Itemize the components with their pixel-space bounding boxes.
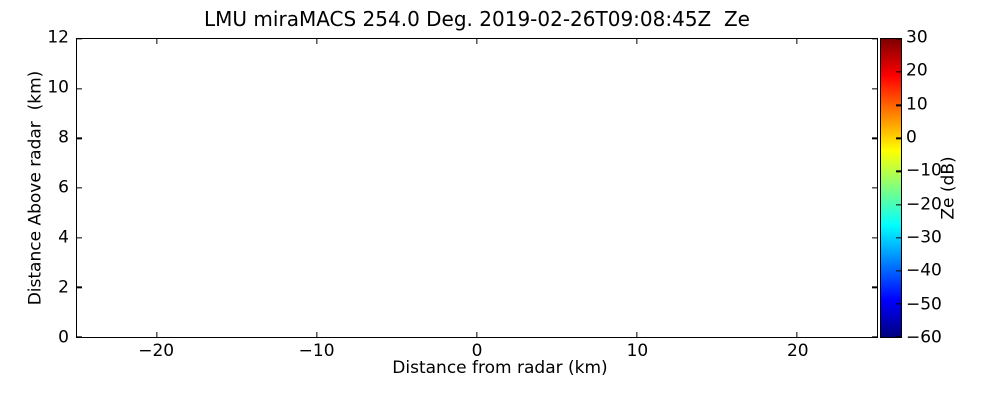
x-tick-mark — [316, 332, 318, 337]
x-tick-label: 10 — [626, 341, 649, 361]
x-tick-mark — [156, 332, 158, 337]
y-tick-mark — [872, 137, 877, 139]
y-tick-mark — [77, 38, 82, 40]
y-tick-label: 8 — [58, 127, 69, 148]
colorbar-tick-mark — [896, 303, 901, 305]
y-tick-mark — [77, 88, 82, 90]
y-tick-mark — [872, 237, 877, 239]
y-tick-mark — [872, 286, 877, 288]
y-tick-mark — [872, 336, 877, 338]
y-tick-mark — [77, 336, 82, 338]
plot-title: LMU miraMACS 254.0 Deg. 2019-02-26T09:08… — [204, 7, 750, 31]
colorbar-gradient — [881, 39, 901, 337]
colorbar-tick-mark — [896, 38, 901, 40]
x-tick-mark — [796, 332, 798, 337]
colorbar-tick-mark — [896, 71, 901, 73]
x-tick-mark — [156, 39, 158, 44]
colorbar-tick-label: 30 — [906, 27, 928, 48]
colorbar-tick-label: −50 — [906, 294, 942, 315]
y-tick-mark — [77, 286, 82, 288]
colorbar-tick-mark — [896, 237, 901, 239]
x-tick-mark — [476, 332, 478, 337]
colorbar — [880, 38, 902, 338]
y-tick-mark — [872, 187, 877, 189]
x-tick-label: −20 — [138, 341, 175, 361]
colorbar-tick-label: −20 — [906, 194, 942, 215]
x-tick-mark — [476, 39, 478, 44]
colorbar-tick-label: 0 — [906, 127, 917, 148]
y-tick-mark — [77, 137, 82, 139]
colorbar-tick-mark — [896, 170, 901, 173]
colorbar-tick-mark — [896, 203, 901, 206]
x-axis-label: Distance from radar (km) — [392, 358, 608, 378]
y-tick-label: 6 — [58, 177, 69, 198]
y-tick-label: 2 — [58, 277, 69, 298]
colorbar-tick-label: 20 — [906, 60, 928, 81]
x-tick-label: −10 — [298, 341, 335, 361]
y-tick-label: 10 — [47, 77, 69, 98]
colorbar-tick-mark — [896, 137, 901, 139]
colorbar-tick-mark — [896, 270, 901, 272]
y-tick-label: 0 — [58, 327, 69, 348]
x-tick-mark — [636, 332, 638, 337]
y-tick-label: 4 — [58, 227, 69, 248]
colorbar-tick-mark — [896, 104, 901, 106]
colorbar-label: Ze (dB) — [938, 156, 959, 220]
y-tick-label: 12 — [47, 27, 69, 48]
x-tick-mark — [316, 39, 318, 44]
x-tick-label: 0 — [471, 341, 483, 361]
x-tick-mark — [796, 39, 798, 44]
colorbar-tick-mark — [896, 336, 901, 338]
y-tick-mark — [77, 187, 82, 189]
colorbar-tick-label: −60 — [906, 327, 942, 348]
y-tick-mark — [77, 237, 82, 239]
x-tick-mark — [636, 39, 638, 44]
y-tick-mark — [872, 38, 877, 40]
plot-area — [76, 38, 878, 338]
colorbar-tick-label: −30 — [906, 227, 942, 248]
colorbar-tick-label: −40 — [906, 260, 942, 281]
colorbar-tick-label: −10 — [906, 160, 942, 181]
colorbar-tick-label: 10 — [906, 94, 928, 115]
y-tick-mark — [872, 88, 877, 90]
x-tick-label: 20 — [786, 341, 809, 361]
